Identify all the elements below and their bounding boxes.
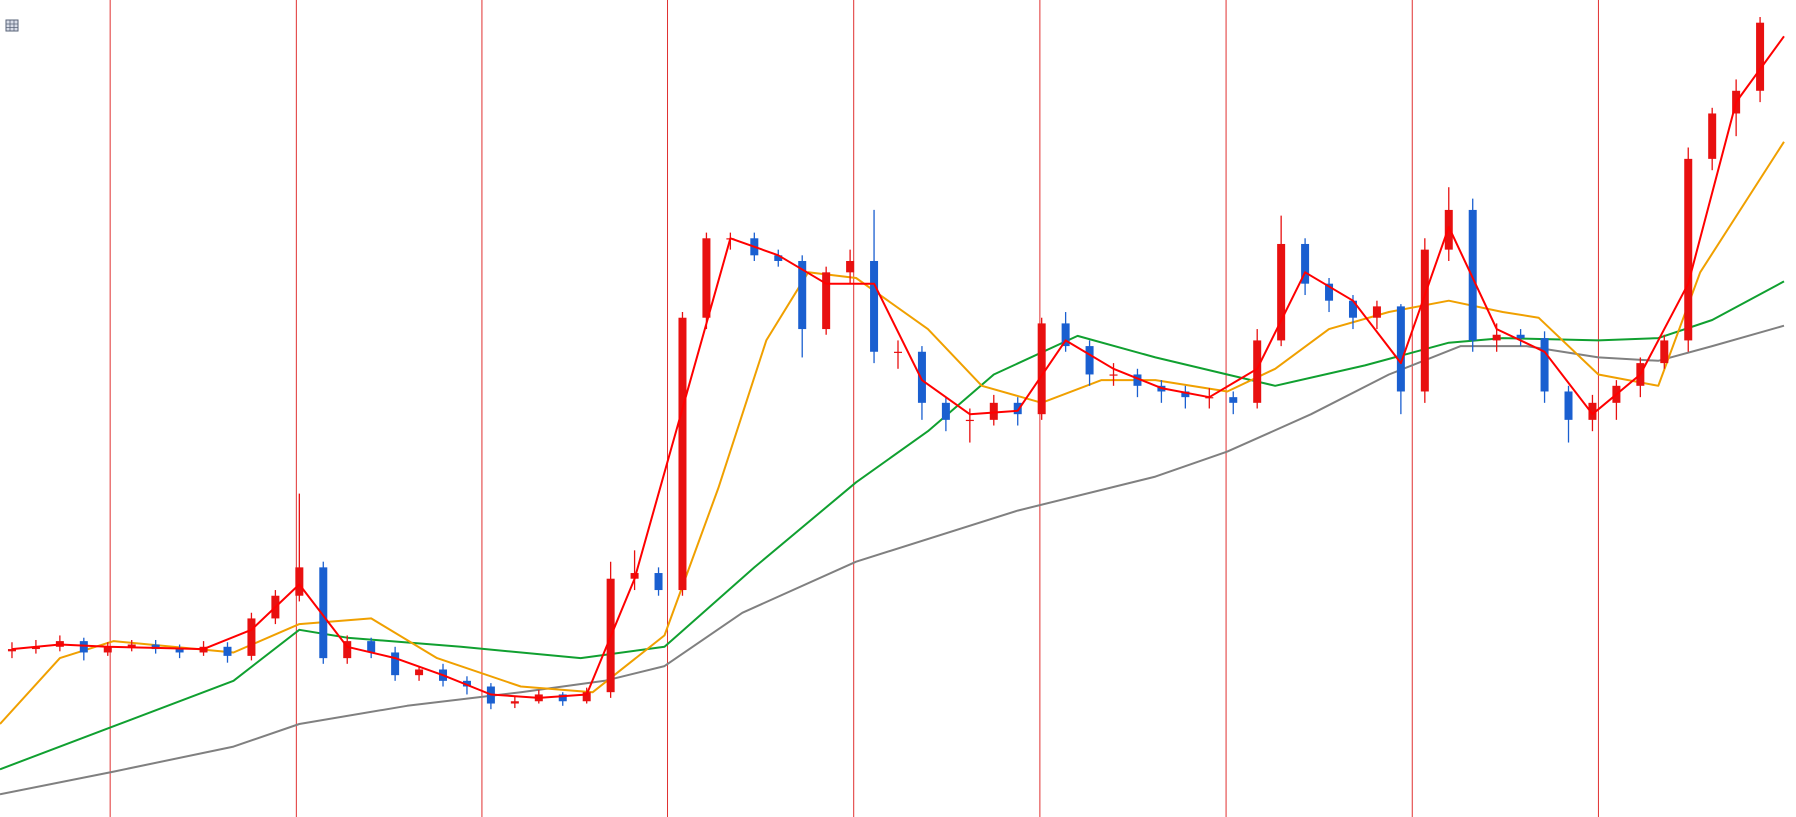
chart-icon — [5, 19, 19, 32]
candle-body — [846, 260, 855, 273]
candle-body — [175, 649, 184, 653]
candle-body — [1372, 306, 1381, 318]
candle-body — [367, 641, 376, 653]
candle-body — [1181, 391, 1190, 398]
candle-body — [223, 646, 232, 656]
candle-body — [391, 652, 400, 676]
candle-body — [7, 649, 16, 652]
candle-body — [1277, 243, 1286, 341]
candle-body — [1229, 397, 1238, 403]
candle-body — [1109, 374, 1118, 376]
candle-body — [1348, 300, 1357, 318]
candle-body — [1684, 158, 1693, 341]
candle-body — [343, 641, 352, 659]
candle-body — [1133, 374, 1142, 386]
candle-body — [1037, 323, 1046, 415]
candle-body — [1253, 340, 1262, 403]
candle-body — [1085, 346, 1094, 375]
candle-body — [822, 272, 831, 330]
candle-body — [1492, 334, 1501, 341]
candle-body — [31, 646, 40, 650]
moving-average-line — [0, 280, 1785, 771]
candle-body — [989, 402, 998, 420]
candle-body — [894, 351, 902, 353]
candle-body — [415, 669, 424, 676]
candle-body — [295, 567, 304, 596]
candle-body — [103, 646, 112, 653]
candle-body — [702, 238, 711, 318]
candle-body — [1588, 402, 1597, 420]
candle-body — [582, 692, 591, 702]
candle-body — [1468, 209, 1477, 341]
candle-body — [462, 680, 471, 687]
candle-body — [1708, 113, 1717, 159]
candle-body — [870, 260, 879, 352]
candle-body — [965, 419, 974, 422]
candle-body — [1013, 402, 1022, 415]
candle-body — [654, 573, 663, 591]
candle-body — [319, 567, 328, 659]
candle-body — [1396, 306, 1405, 392]
candle-body — [247, 618, 256, 656]
moving-average-line — [11, 35, 1785, 699]
candle-body — [1061, 323, 1070, 347]
candle-body — [1301, 243, 1310, 284]
candle-body — [774, 255, 783, 261]
candle-body — [127, 644, 136, 647]
candle-body — [79, 641, 88, 653]
candle-body — [510, 701, 519, 704]
candle-body — [1660, 340, 1669, 364]
candle-body — [1540, 338, 1549, 392]
candle-body — [917, 351, 926, 403]
candle-body — [798, 260, 807, 330]
moving-average-line — [0, 141, 1785, 725]
candle-body — [558, 694, 567, 702]
candle-body — [1420, 249, 1429, 392]
candle-body — [151, 644, 160, 650]
candle-body — [941, 402, 950, 420]
candle-body — [1564, 391, 1573, 420]
moving-average-line — [0, 324, 1785, 796]
candle-body — [678, 317, 687, 591]
candle-body — [1325, 283, 1334, 301]
candle-body — [1756, 22, 1765, 91]
candle-body — [1516, 334, 1525, 339]
